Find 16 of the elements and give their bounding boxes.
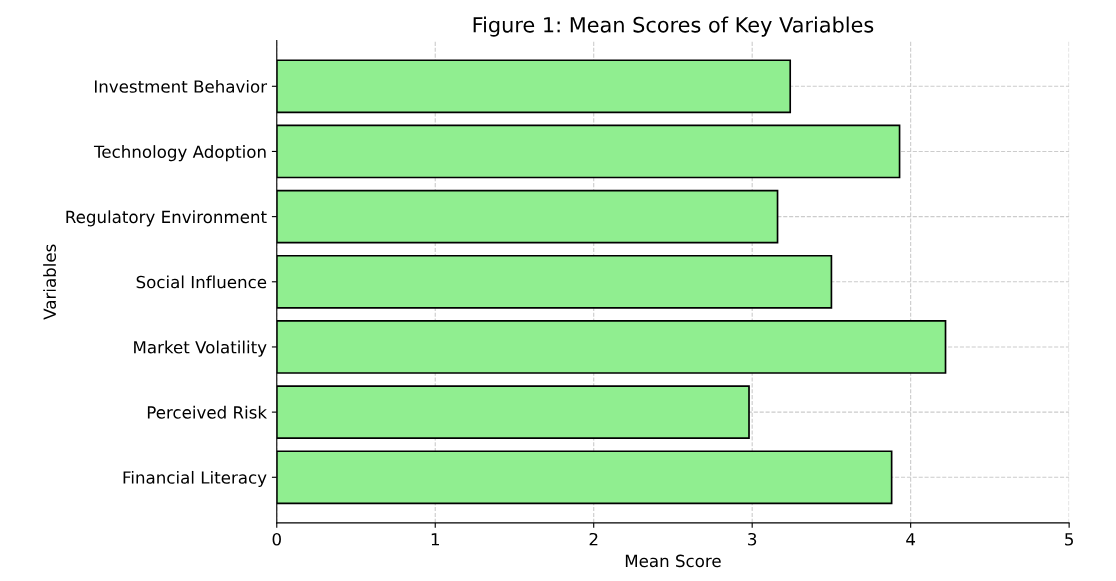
y-tick-label: Market Volatility — [134, 340, 267, 357]
y-tick-label: Financial Literacy — [123, 470, 267, 488]
y-tick-label: Technology Adoption — [93, 145, 266, 162]
x-tick-label: 2 — [589, 532, 598, 546]
y-axis-title: Variables — [43, 244, 57, 320]
y-tick-label: Social Influence — [136, 275, 267, 289]
x-tick-label: 3 — [748, 532, 757, 546]
x-tick-label: 5 — [1065, 533, 1073, 546]
x-tick-label: 1 — [431, 533, 439, 546]
chart-title: Figure 1: Mean Scores of Key Variables — [473, 16, 874, 37]
y-tick-label: Investment Behavior — [94, 79, 268, 93]
y-tick-label: Regulatory Environment — [66, 210, 267, 227]
y-tick-label: Perceived Risk — [147, 405, 267, 419]
x-axis-title: Mean Score — [625, 554, 721, 568]
x-tick-label: 4 — [906, 533, 916, 546]
x-tick-label: 0 — [272, 532, 281, 546]
